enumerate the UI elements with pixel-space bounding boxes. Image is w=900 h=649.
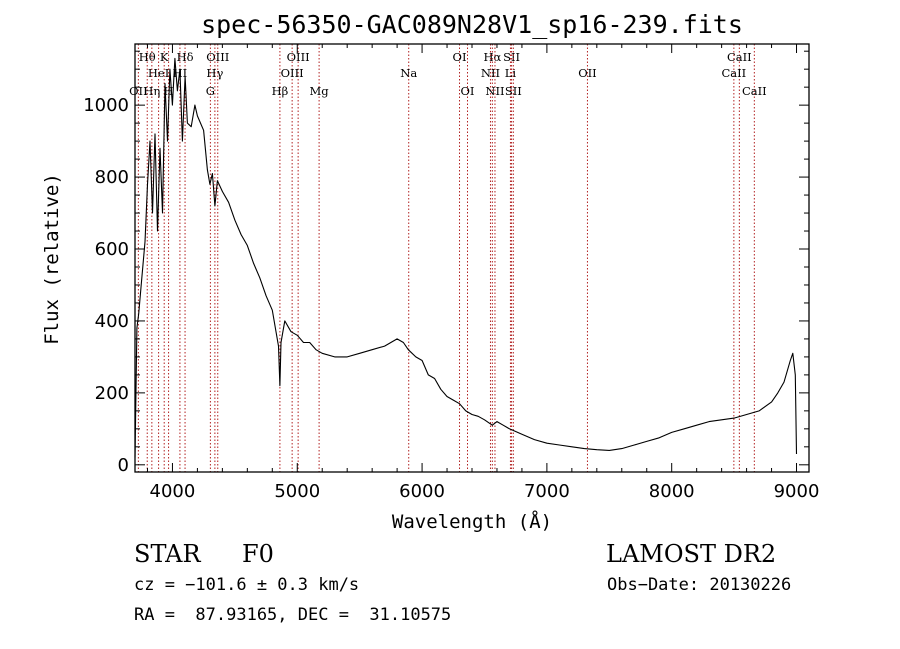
line-marker-label: Na [400, 66, 417, 80]
y-tick-label: 400 [95, 311, 129, 332]
x-tick-label: 6000 [399, 481, 445, 502]
x-tick-label: 7000 [524, 481, 570, 502]
survey-name: LAMOST DR2 [606, 540, 777, 568]
line-marker-label: OIII [206, 50, 229, 64]
coordinates: RA = 87.93165, DEC = 31.10575 [134, 605, 452, 625]
plot-frame [134, 43, 810, 473]
line-marker-label: Hθ [139, 50, 156, 64]
x-tick-label: 5000 [274, 481, 320, 502]
line-marker-label: OI [453, 50, 467, 64]
line-marker-label: OI [461, 84, 475, 98]
y-axis: 0 200 400 600 800 1000 [83, 50, 809, 476]
x-tick-label: 9000 [774, 481, 820, 502]
line-marker-label: NII [485, 84, 504, 98]
line-marker-label: OII [129, 84, 148, 98]
spectrum-series [134, 57, 798, 458]
spectrum-line [134, 57, 798, 458]
x-tick-label: 4000 [150, 481, 196, 502]
line-marker-label: CaII [721, 66, 746, 80]
y-tick-label: 1000 [83, 95, 129, 116]
object-subclass: F0 [242, 540, 274, 568]
line-marker-label: Hβ [272, 84, 289, 98]
line-marker-label: NII [481, 66, 500, 80]
chart-title: spec-56350-GAC089N28V1_sp16-239.fits [201, 10, 743, 39]
y-tick-label: 800 [95, 167, 129, 188]
line-marker-label: CaII [727, 50, 752, 64]
line-marker-label: K [160, 50, 169, 64]
line-marker-label: Hα [483, 50, 501, 64]
line-marker-label: SII [503, 50, 520, 64]
y-tick-label: 600 [95, 239, 129, 260]
line-marker-label: Hδ [177, 50, 194, 64]
line-marker-label: Hη [143, 84, 160, 98]
x-axis: 4000 5000 6000 7000 8000 9000 [146, 44, 820, 502]
line-marker-label: OII [578, 66, 597, 80]
line-marker-label: CaII [742, 84, 767, 98]
line-marker-label: SII [505, 84, 522, 98]
observation-date: Obs−Date: 20130226 [607, 575, 792, 595]
object-class: STAR [134, 540, 201, 568]
line-marker-label: Hγ [206, 66, 223, 80]
x-axis-label: Wavelength (Å) [392, 510, 552, 533]
redshift-velocity: cz = −101.6 ± 0.3 km/s [134, 575, 360, 595]
line-marker-label: OIII [281, 66, 304, 80]
line-marker-label: Li [505, 66, 517, 80]
y-tick-label: 0 [118, 455, 129, 476]
y-tick-label: 200 [95, 383, 129, 404]
y-axis-label: Flux (relative) [41, 173, 63, 345]
x-tick-label: 8000 [649, 481, 695, 502]
line-marker-label: G [206, 84, 215, 98]
line-marker-label: H [164, 84, 174, 98]
line-marker-label: OIII [287, 50, 310, 64]
line-marker-label: HeI [148, 66, 169, 80]
line-marker-label: Mg [310, 84, 330, 98]
